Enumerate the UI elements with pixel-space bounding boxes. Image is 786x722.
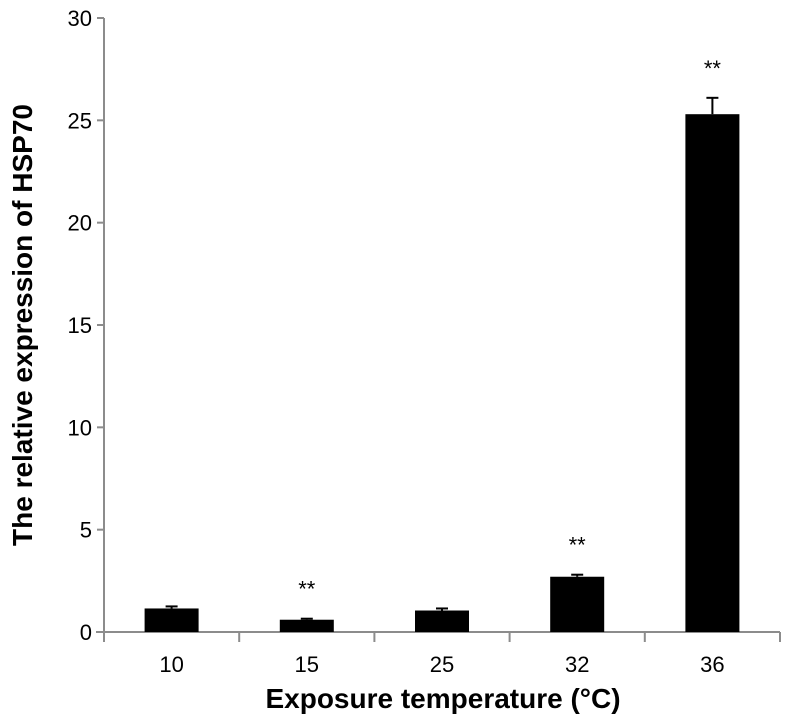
- y-axis: 0 5 10 15 20 25 30: [68, 6, 105, 645]
- bar-36: [685, 114, 740, 632]
- x-tick-label: 36: [700, 652, 724, 677]
- y-tick-label: 25: [68, 108, 92, 133]
- y-tick-label: 10: [68, 415, 92, 440]
- y-tick-label: 5: [80, 518, 92, 543]
- bar-15: [279, 619, 334, 632]
- bar-32: [550, 576, 605, 632]
- significance-marker: **: [569, 533, 587, 558]
- y-axis-title: The relative expression of HSP70: [7, 104, 38, 546]
- y-tick-label: 15: [68, 313, 92, 338]
- bars: ** ** **: [144, 56, 740, 632]
- x-tick-label: 25: [430, 652, 454, 677]
- y-tick-label: 20: [68, 211, 92, 236]
- x-tick-label: 10: [159, 652, 183, 677]
- y-tick-label: 30: [68, 6, 92, 31]
- x-axis: 10 15 25 32 36: [96, 631, 781, 677]
- y-tick-label: 0: [80, 620, 92, 645]
- x-tick-label: 15: [295, 652, 319, 677]
- x-tick-label: 32: [565, 652, 589, 677]
- bar-25: [415, 610, 469, 632]
- x-axis-title: Exposure temperature (°C): [265, 683, 620, 714]
- significance-marker: **: [704, 56, 722, 81]
- significance-marker: **: [298, 577, 316, 602]
- bar-10: [144, 608, 199, 632]
